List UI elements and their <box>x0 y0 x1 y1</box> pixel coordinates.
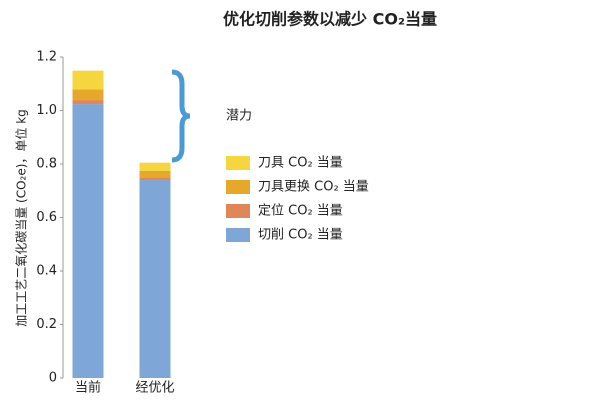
legend-swatch <box>226 180 250 194</box>
bar-segment <box>139 170 171 178</box>
y-tick-label: 0.4 <box>36 264 57 279</box>
bar-segment <box>139 162 171 171</box>
bar-segment <box>72 89 104 101</box>
y-tick-label: 0 <box>49 371 57 386</box>
bar-segment <box>139 177 171 181</box>
y-axis-label: 加工工艺二氧化碳当量 (CO₂e)，单位 kg <box>14 109 29 327</box>
legend-swatch <box>226 228 250 242</box>
bar-segment <box>72 70 104 90</box>
legend-label: 刀具更换 CO₂ 当量 <box>258 180 369 195</box>
y-tick-label: 0.2 <box>36 317 57 332</box>
y-tick-label: 0.8 <box>36 157 57 172</box>
legend-label: 定位 CO₂ 当量 <box>258 204 343 219</box>
legend-label: 切削 CO₂ 当量 <box>258 228 343 243</box>
brace <box>171 69 191 163</box>
legend-swatch <box>226 156 250 170</box>
y-tick-label: 1.2 <box>36 50 57 65</box>
y-tick-label: 1.0 <box>36 103 57 118</box>
annotation: 潜力 <box>226 109 252 124</box>
x-tick-label: 当前 <box>75 380 101 396</box>
legend-swatch <box>226 204 250 218</box>
chart-title: 优化切削参数以减少 CO₂当量 <box>223 10 437 29</box>
bar-segment <box>139 180 171 378</box>
y-tick-label: 0.6 <box>36 210 57 225</box>
x-tick-label: 经优化 <box>135 381 174 396</box>
legend-label: 刀具 CO₂ 当量 <box>258 156 343 171</box>
bar-segment <box>72 100 104 105</box>
bar-segment <box>72 104 104 378</box>
